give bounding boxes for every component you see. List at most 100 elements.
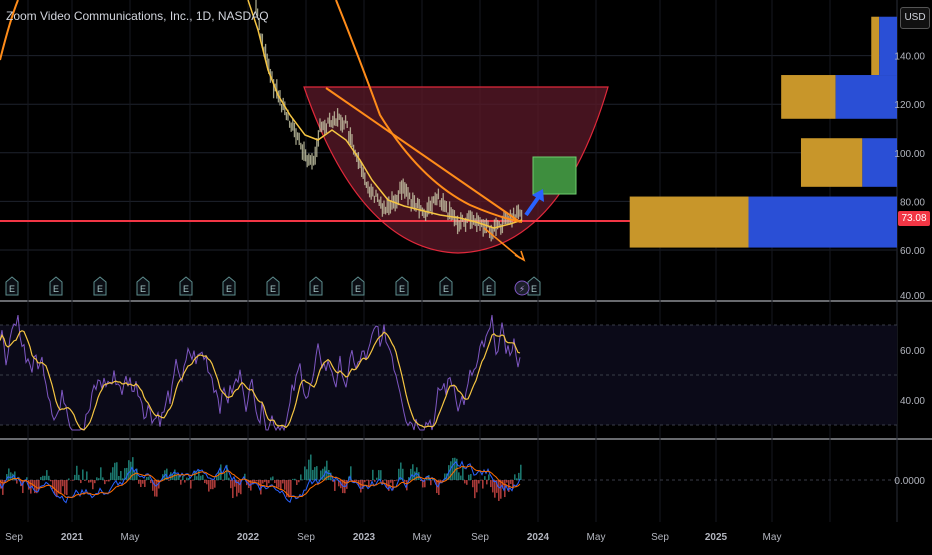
macd-hist-bar	[260, 480, 262, 495]
macd-hist-bar	[290, 480, 292, 497]
macd-hist-bar	[264, 480, 266, 483]
currency-selector[interactable]: USD	[900, 7, 930, 29]
macd-hist-bar	[368, 480, 370, 488]
earnings-marker[interactable]: E	[351, 276, 365, 296]
macd-hist-bar	[62, 480, 64, 487]
macd-hist-bar	[396, 480, 398, 481]
earnings-marker-label: E	[97, 284, 103, 294]
macd-hist-bar	[490, 480, 492, 488]
macd-hist-bar	[484, 476, 486, 480]
macd-hist-bar	[200, 475, 202, 480]
earnings-marker[interactable]: E	[49, 276, 63, 296]
up-arrow-shaft	[524, 193, 542, 217]
earnings-marker-label: E	[140, 284, 146, 294]
earnings-marker[interactable]: E	[179, 276, 193, 296]
earnings-marker[interactable]: E	[309, 276, 323, 296]
macd-hist-bar	[384, 479, 386, 481]
earnings-marker-label: E	[313, 284, 319, 294]
macd-hist-bar	[176, 474, 178, 480]
macd-hist-bar	[472, 480, 474, 488]
macd-hist-bar	[336, 479, 338, 480]
macd-hist-bar	[158, 480, 160, 489]
macd-hist-bar	[42, 475, 44, 480]
cup-pattern-fill	[303, 86, 609, 254]
macd-hist-bar	[454, 457, 456, 480]
vp-up-bar	[629, 196, 749, 248]
earnings-marker-label: E	[399, 284, 405, 294]
earnings-marker[interactable]: E	[395, 276, 409, 296]
split-icon	[514, 280, 530, 296]
earnings-marker-shape	[49, 276, 63, 296]
macd-hist-bar	[60, 480, 62, 494]
macd-hist-bar	[332, 480, 334, 482]
volume-profile	[629, 16, 897, 248]
macd-hist-bar	[0, 480, 2, 489]
macd-hist-bar	[222, 480, 224, 481]
ma-slow-left	[0, 0, 19, 61]
earnings-marker-shape	[136, 276, 150, 296]
macd-hist-bar	[106, 480, 108, 482]
macd-hist-bar	[58, 480, 60, 494]
macd-hist-bar	[256, 480, 258, 482]
macd-hist-bar	[318, 479, 320, 481]
macd-hist-bar	[100, 467, 102, 480]
ma-fast	[247, 0, 523, 229]
ma-slow	[335, 0, 523, 223]
macd-hist-bar	[234, 480, 236, 487]
axes: 140.00 120.00 100.00 80.00 60.00 40.00 60.00 40…	[5, 52, 925, 543]
macd-hist-bar	[96, 477, 98, 480]
macd-hist-bar	[212, 480, 214, 490]
macd-hist-bar	[360, 480, 362, 493]
macd-hist-bar	[218, 471, 220, 480]
macd-tick-label: 0.0000	[894, 476, 925, 487]
macd-hist-bar	[298, 480, 300, 483]
macd-hist-bar	[148, 476, 150, 480]
macd-hist-bar	[72, 480, 74, 481]
macd-hist-bar	[78, 474, 80, 480]
earnings-marker[interactable]: E	[439, 276, 453, 296]
macd-hist-bar	[66, 480, 68, 496]
earnings-marker[interactable]: E	[136, 276, 150, 296]
macd-hist-bar	[152, 480, 154, 491]
macd-hist-bar	[334, 480, 336, 491]
earnings-marker[interactable]: E	[222, 276, 236, 296]
macd-hist-bar	[376, 477, 378, 480]
macd-hist-bar	[296, 480, 298, 485]
time-tick-label: May	[121, 532, 140, 543]
macd-hist-bar	[458, 472, 460, 480]
signal-line	[0, 465, 521, 498]
macd-hist-bar	[188, 478, 190, 480]
earnings-marker-label: E	[183, 284, 189, 294]
macd-hist-bar	[422, 480, 424, 488]
earnings-marker[interactable]: E	[93, 276, 107, 296]
macd-hist-bar	[108, 480, 110, 482]
macd-hist-bar	[496, 480, 498, 493]
earnings-marker-shape	[527, 276, 541, 296]
earnings-marker[interactable]: E	[5, 276, 19, 296]
macd-hist-bar	[208, 480, 210, 492]
macd-hist-bar	[128, 460, 130, 480]
macd-hist-bar	[498, 480, 500, 501]
macd-hist-bar	[102, 477, 104, 480]
macd-hist-bar	[404, 480, 406, 482]
macd-hist-bar	[150, 480, 152, 484]
macd-hist-bar	[254, 480, 256, 482]
earnings-marker[interactable]: E	[266, 276, 280, 296]
earnings-marker[interactable]: E	[527, 276, 541, 296]
macd-hist-bar	[304, 466, 306, 480]
macd-hist-bar	[194, 470, 196, 480]
earnings-marker-shape	[266, 276, 280, 296]
earnings-marker[interactable]: E	[482, 276, 496, 296]
earnings-markers[interactable]: E E E E E E E E E E E E E ⚡	[5, 276, 541, 296]
rsi-tick-label: 40.00	[900, 396, 925, 407]
macd-hist-bar	[244, 473, 246, 480]
macd-hist-bar	[276, 480, 278, 488]
time-tick-label: Sep	[651, 532, 669, 543]
macd-hist-bar	[452, 457, 454, 480]
macd-hist-bar	[268, 480, 270, 484]
macd-hist-bar	[32, 480, 34, 487]
vp-up-bar	[781, 75, 836, 119]
macd-hist-bar	[310, 454, 312, 480]
